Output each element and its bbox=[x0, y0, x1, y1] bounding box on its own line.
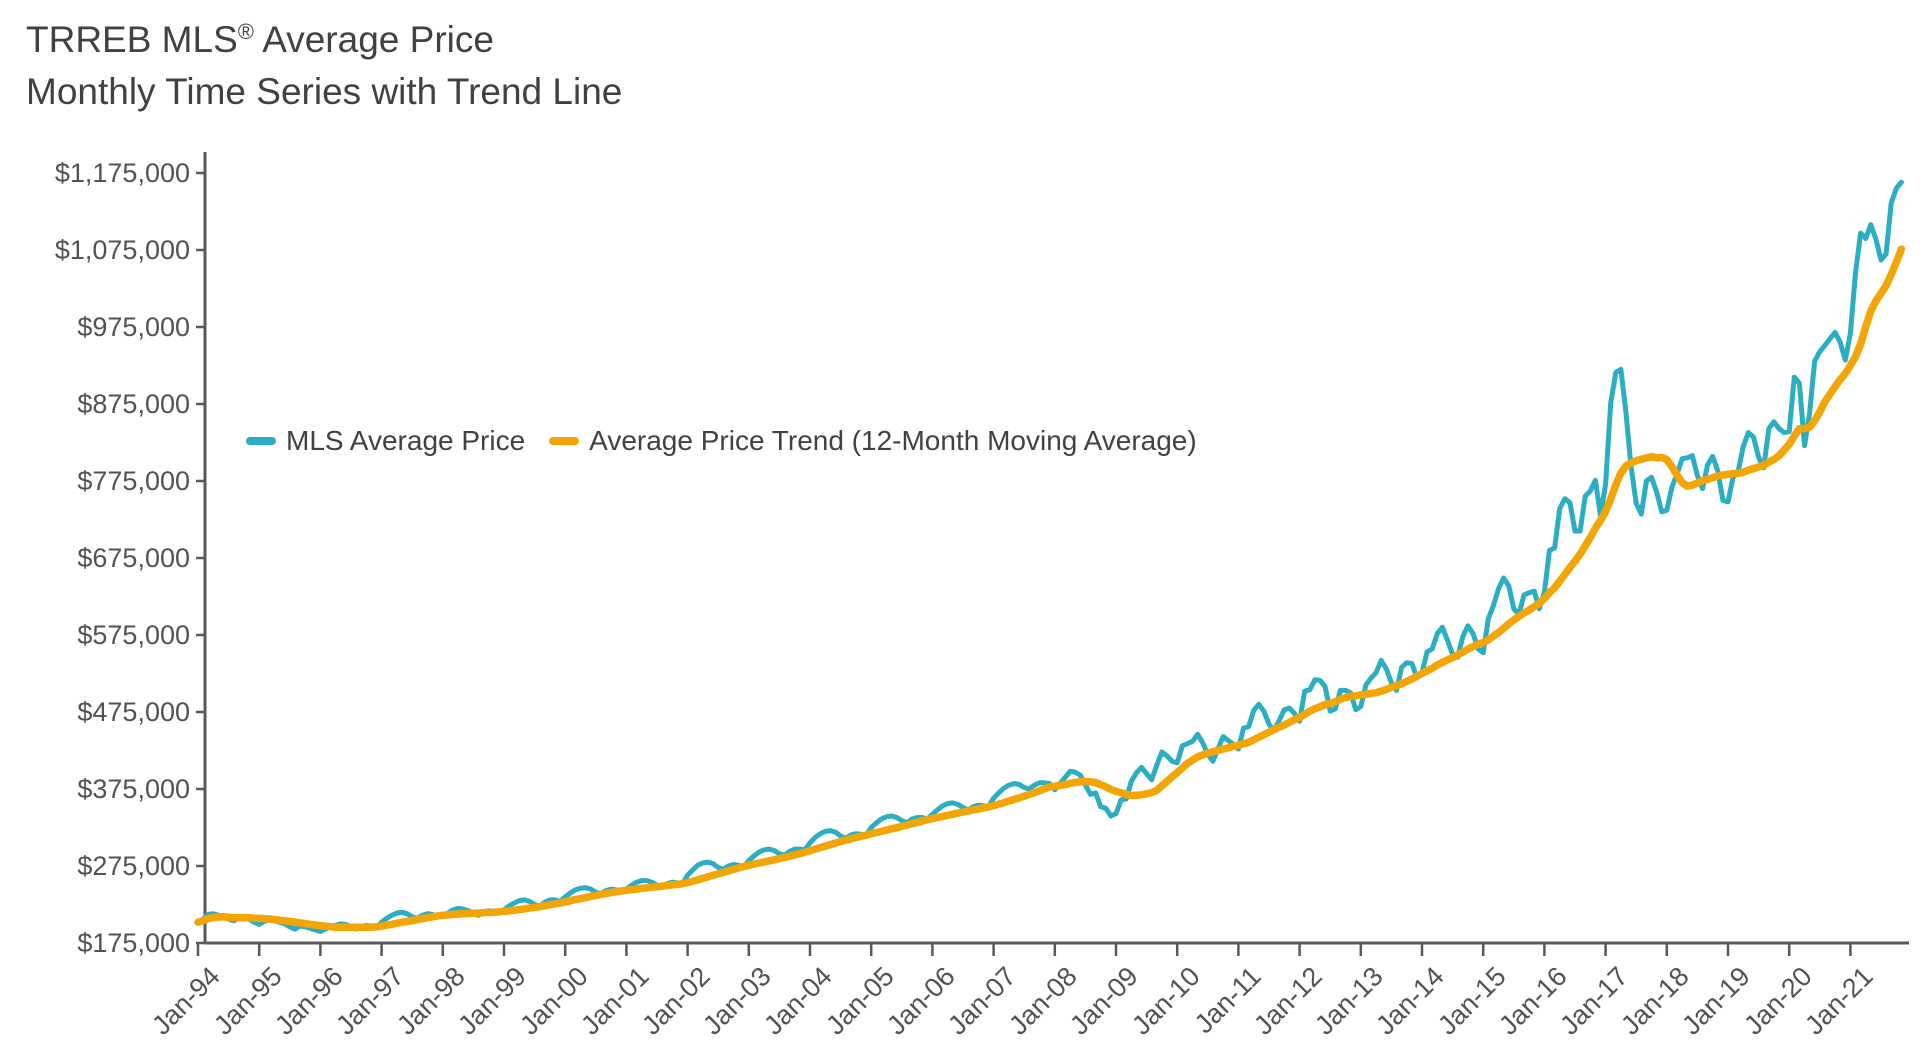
chart-subtitle: Monthly Time Series with Trend Line bbox=[26, 71, 623, 112]
mls-average-price-line bbox=[195, 179, 1904, 934]
y-tick-label: $375,000 bbox=[77, 774, 190, 804]
chart-legend: MLS Average Price Average Price Trend (1… bbox=[246, 425, 1197, 457]
trend-swatch bbox=[549, 437, 580, 445]
y-tick-label: $1,075,000 bbox=[54, 235, 190, 265]
chart-title: TRREB MLS® Average Price Monthly Time Se… bbox=[26, 6, 622, 118]
y-tick-label: $275,000 bbox=[77, 851, 190, 881]
y-tick-label: $1,175,000 bbox=[54, 158, 190, 188]
y-tick-label: $875,000 bbox=[77, 389, 190, 419]
y-tick-label: $175,000 bbox=[77, 928, 190, 958]
trend-line bbox=[194, 245, 1906, 932]
chart-title-line1: TRREB MLS® Average Price bbox=[26, 6, 622, 66]
legend-label-mls-average-price: MLS Average Price bbox=[286, 425, 526, 456]
legend-item-mls-average-price: MLS Average Price bbox=[246, 425, 525, 457]
y-tick-label: $975,000 bbox=[77, 312, 190, 342]
registered-trademark-symbol: ® bbox=[237, 19, 254, 44]
y-tick-label: $575,000 bbox=[77, 620, 190, 650]
y-tick-label: $475,000 bbox=[77, 697, 190, 727]
legend-label-trend: Average Price Trend (12-Month Moving Ave… bbox=[589, 425, 1197, 456]
legend-item-trend: Average Price Trend (12-Month Moving Ave… bbox=[549, 425, 1197, 457]
title-brand: TRREB MLS bbox=[26, 19, 238, 60]
y-tick-label: $675,000 bbox=[77, 543, 190, 573]
mls-average-price-swatch bbox=[246, 437, 276, 445]
title-rest: Average Price bbox=[253, 19, 494, 60]
y-tick-label: $775,000 bbox=[77, 466, 190, 496]
